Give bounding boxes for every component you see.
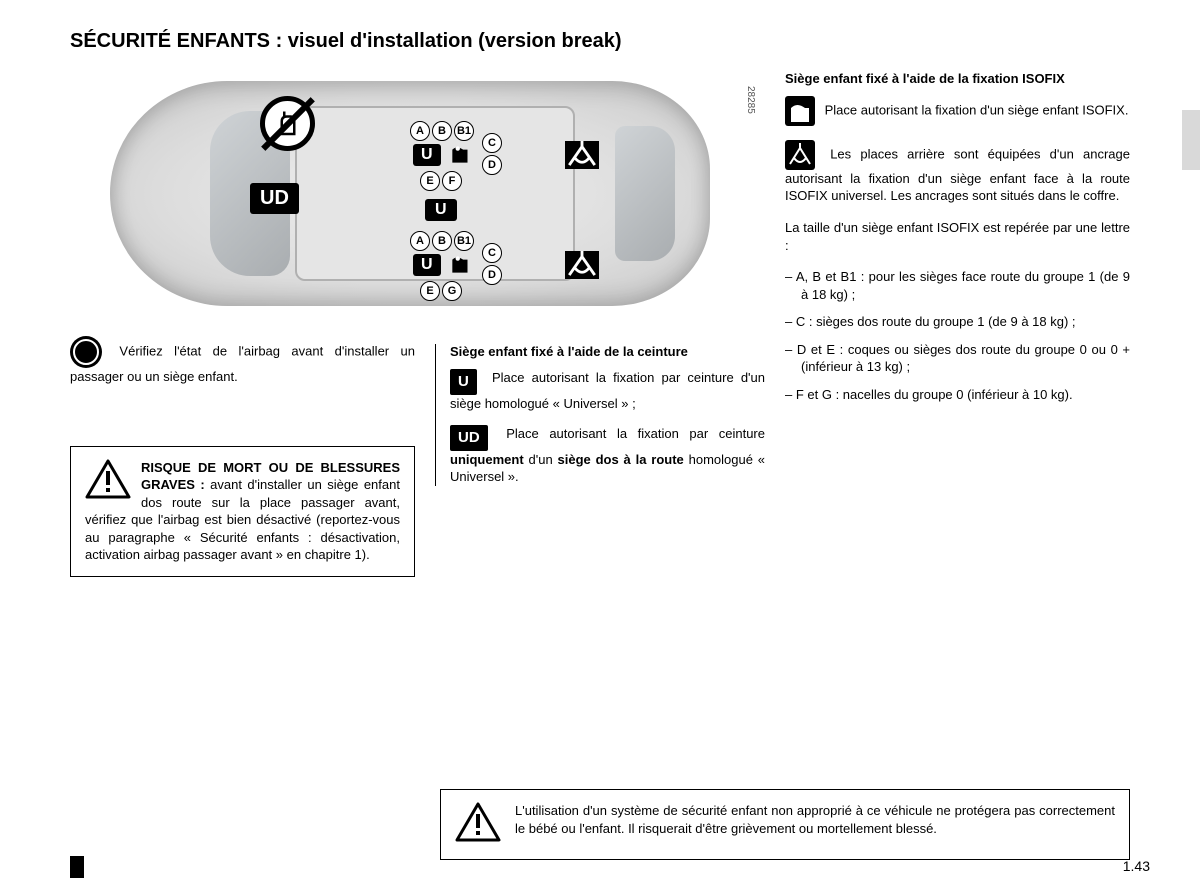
size-letter: B1 [454,121,474,141]
installation-diagram: UD A B B1 C D U E F U A B B1 C D U E G 2… [70,71,750,316]
rear-seat-u-label: U [413,254,441,276]
rear-center-u-label: U [425,199,457,221]
size-letter: D [482,265,502,285]
u-badge: U [450,369,477,395]
ud-definition: UD Place autorisant la fixation par cein… [450,425,765,486]
isofix-p3: La taille d'un siège enfant ISOFIX est r… [785,219,1130,254]
isofix-seat-icon [785,96,815,126]
inappropriate-system-warning-box: L'utilisation d'un système de sécurité e… [440,789,1130,860]
bottom-warning-text: L'utilisation d'un système de sécurité e… [515,802,1115,837]
warning-triangle-icon [455,802,501,847]
rear-seat-u-label: U [413,144,441,166]
ud-text-pre: Place autorisant la fixation par ceintur… [506,426,765,441]
list-item: A, B et B1 : pour les sièges face route … [785,268,1130,303]
isofix-p1-text: Place autorisant la fixation d'un siège … [825,102,1129,117]
list-item: D et E : coques ou sièges dos route du g… [785,341,1130,376]
airbag-status-icon [70,336,102,368]
size-letter: A [410,231,430,251]
isofix-p1: Place autorisant la fixation d'un siège … [785,96,1130,126]
image-reference-number: 28285 [745,86,756,114]
size-letter: B1 [454,231,474,251]
front-seat-ud-label: UD [250,183,299,214]
risk-body: avant d'installer un siège enfant dos ro… [85,477,400,562]
isofix-size-list: A, B et B1 : pour les sièges face route … [785,268,1130,403]
child-seat-icon [448,141,474,167]
death-risk-warning-box: RISQUE DE MORT OU DE BLESSURES GRAVES : … [70,446,415,577]
footer-crop-mark [70,856,84,878]
size-letter: C [482,133,502,153]
warning-triangle-icon [85,459,131,499]
size-letter: E [420,281,440,301]
airbag-check-note: Vérifiez l'état de l'airbag avant d'inst… [70,336,415,386]
size-letter: B [432,121,452,141]
u-definition: U Place autorisant la fixation par ceint… [450,369,765,413]
size-letter: G [442,281,462,301]
size-letter: B [432,231,452,251]
list-item: C : sièges dos route du groupe 1 (de 9 à… [785,313,1130,331]
page-title: SÉCURITÉ ENFANTS : visuel d'installation… [70,30,1150,53]
size-letter: D [482,155,502,175]
ud-badge: UD [450,425,488,451]
size-letter: E [420,171,440,191]
size-letter: A [410,121,430,141]
size-letter: F [442,171,462,191]
isofix-section-heading: Siège enfant fixé à l'aide de la fixatio… [785,71,1130,88]
list-item: F et G : nacelles du groupe 0 (inférieur… [785,386,1130,404]
ud-bold2: siège dos à la route [558,452,684,467]
no-child-seat-front-icon [260,96,315,151]
child-seat-icon [448,251,474,277]
isofix-p2: Les places arrière sont équipées d'un an… [785,140,1130,205]
isofix-anchor-icon [565,251,599,279]
airbag-check-text: Vérifiez l'état de l'airbag avant d'inst… [70,343,415,384]
size-letter: C [482,243,502,263]
isofix-anchor-icon [785,140,815,170]
isofix-p2-text: Les places arrière sont équipées d'un an… [785,146,1130,203]
u-definition-text: Place autorisant la fixation par ceintur… [450,370,765,411]
page-number: 1.43 [1123,858,1150,874]
ud-mid: d'un [524,452,558,467]
ud-bold1: uniquement [450,452,524,467]
section-thumb-tab [1182,110,1200,170]
belt-section-heading: Siège enfant fixé à l'aide de la ceintur… [450,344,765,361]
isofix-anchor-icon [565,141,599,169]
